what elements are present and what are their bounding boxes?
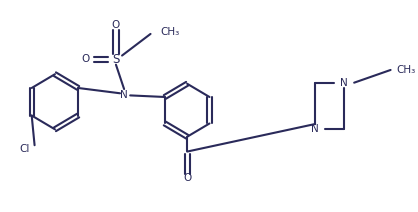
Text: N: N	[120, 90, 128, 100]
Text: CH₃: CH₃	[161, 27, 180, 37]
Text: CH₃: CH₃	[397, 65, 416, 75]
Text: Cl: Cl	[19, 144, 30, 155]
Text: O: O	[183, 173, 191, 183]
Text: O: O	[112, 20, 120, 31]
Text: O: O	[82, 54, 89, 64]
Text: N: N	[311, 124, 319, 134]
Text: S: S	[112, 53, 120, 66]
Text: N: N	[340, 78, 348, 88]
